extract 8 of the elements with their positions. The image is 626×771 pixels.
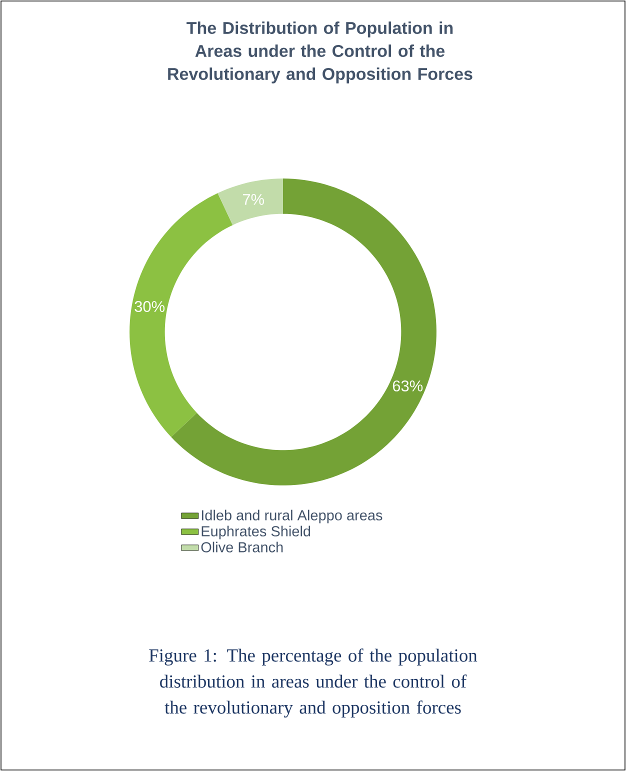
- data-label: 30%: [134, 301, 165, 312]
- data-label: 63%: [392, 380, 423, 392]
- data-label: 7%: [242, 194, 264, 205]
- caption: Figure 1: The percentage of the population distribution in areas under the control of the revolutionary and opposition forces: [149, 648, 478, 718]
- legend-label: Olive Branch: [201, 542, 283, 552]
- legend-label: Idleb and rural Aleppo areas: [202, 510, 382, 524]
- legend-label: Euphrates Shield: [202, 526, 310, 540]
- chart-title: The Distribution of Population in Areas under the Control of the Revolutionary and Opposition Forces: [168, 22, 472, 84]
